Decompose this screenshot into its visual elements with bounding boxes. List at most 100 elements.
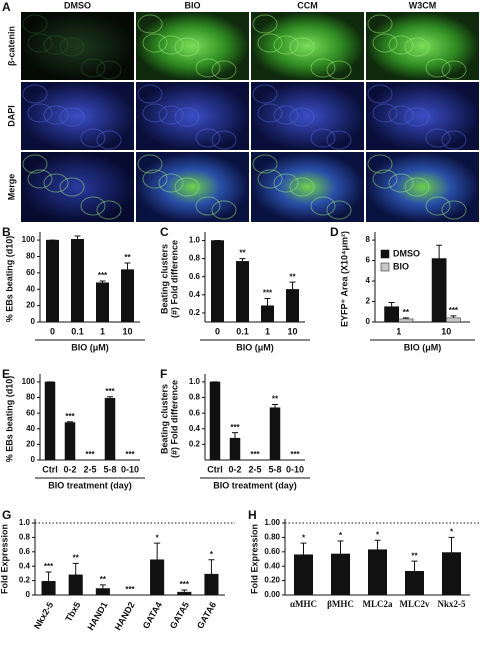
- x-tick-label: Ctrl: [42, 464, 58, 474]
- error-bar: [107, 396, 113, 399]
- error-bar: [448, 536, 455, 553]
- error-bar: [154, 542, 161, 560]
- cell-texture: [158, 105, 184, 125]
- y-tick-label: 100: [22, 377, 36, 386]
- significance: ***: [105, 387, 115, 396]
- y-tick-label: 0: [366, 317, 371, 326]
- y-tick-label: 60: [26, 268, 35, 277]
- panel-letter: G: [2, 508, 11, 522]
- x-tick-label: Ctrl: [207, 464, 223, 474]
- cell-texture: [252, 154, 278, 174]
- cell-texture: [22, 84, 48, 104]
- error-bar: [99, 280, 106, 283]
- x-tick-label: 2-5: [83, 464, 96, 474]
- x-tick-label: 10: [441, 326, 451, 336]
- panel-letter: D: [330, 225, 339, 239]
- cell-texture: [425, 196, 451, 216]
- x-tick-label: 0-2: [63, 464, 76, 474]
- x-axis-label: BIO treatment (day): [48, 480, 132, 490]
- bar: [294, 554, 313, 596]
- panel-letter: C: [160, 225, 169, 239]
- cell-texture: [27, 103, 53, 123]
- x-tick-label: Nkx2-5: [32, 600, 55, 631]
- y-tick-label: 60: [26, 408, 35, 417]
- error-bar: [450, 315, 457, 318]
- y-tick-label: 2: [366, 297, 371, 306]
- error-bar: [239, 258, 246, 262]
- error-bar: [99, 584, 106, 589]
- significance: *: [302, 533, 306, 542]
- panel-letter: H: [248, 508, 257, 522]
- error-bar: [232, 432, 238, 439]
- cell-texture: [257, 33, 283, 53]
- significance: ***: [65, 412, 75, 421]
- y-axis-label: Beating clusters: [159, 244, 169, 314]
- significance: ***: [180, 580, 190, 589]
- cell-texture: [43, 35, 69, 55]
- x-tick-label: 0: [215, 326, 220, 336]
- cell-texture: [289, 177, 315, 197]
- cell-texture: [367, 154, 393, 174]
- cell-texture: [425, 128, 451, 148]
- x-tick-label: 1: [100, 326, 105, 336]
- x-tick-label: 0.1: [71, 326, 84, 336]
- cell-texture: [310, 128, 336, 148]
- y-tick-label: 0.8: [19, 533, 31, 542]
- cell-texture: [326, 60, 352, 80]
- x-tick-label: MLC2v: [400, 599, 430, 609]
- cell-texture: [22, 154, 48, 174]
- y-axis-label: Fold Expression: [249, 524, 259, 594]
- y-tick-label: 80: [26, 393, 35, 402]
- cell-texture: [174, 177, 200, 197]
- y-tick-label: 0.6: [189, 272, 201, 281]
- cell-texture: [372, 169, 398, 189]
- y-tick-label: 0.2: [189, 308, 201, 317]
- bar: [44, 381, 56, 461]
- row-label: DAPI: [6, 105, 16, 127]
- significance: **: [124, 253, 131, 262]
- significance: **: [73, 553, 80, 562]
- cell-texture: [137, 154, 163, 174]
- micrograph: [136, 12, 249, 80]
- y-tick-label: 0.4: [19, 561, 31, 570]
- legend-swatch: [380, 262, 390, 272]
- micrograph: [21, 152, 134, 222]
- x-tick-label: HAND1: [85, 600, 109, 632]
- y-tick-label: 40: [26, 284, 35, 293]
- cell-texture: [441, 130, 467, 150]
- cell-texture: [404, 107, 430, 127]
- panel-letter: E: [2, 367, 10, 381]
- bar: [405, 570, 424, 596]
- cell-texture: [96, 130, 122, 150]
- cell-texture: [326, 200, 352, 220]
- cell-texture: [142, 169, 168, 189]
- y-tick-label: 0: [31, 317, 36, 326]
- y-tick-label: 0.4: [189, 424, 201, 433]
- significance: **: [100, 575, 107, 584]
- cell-texture: [211, 130, 237, 150]
- bar: [71, 239, 84, 323]
- cell-texture: [372, 33, 398, 53]
- bar: [150, 559, 165, 596]
- cell-texture: [96, 200, 122, 220]
- x-axis-label: BIO (μM): [236, 342, 274, 352]
- cell-texture: [367, 14, 393, 34]
- significance: *: [450, 528, 454, 537]
- significance: **: [403, 308, 410, 317]
- micrograph: [136, 82, 249, 150]
- x-axis-label: BIO (μM): [71, 342, 109, 352]
- error-bar: [402, 317, 409, 319]
- significance: **: [272, 395, 279, 404]
- x-tick-label: 1: [265, 326, 270, 336]
- row-label: Merge: [6, 174, 16, 201]
- bar: [229, 437, 241, 461]
- cell-texture: [310, 196, 336, 216]
- x-tick-label: αMHC: [290, 599, 317, 609]
- cell-texture: [137, 84, 163, 104]
- y-axis-label: % EBs beating (d10): [4, 236, 14, 323]
- bar: [95, 588, 110, 596]
- error-bar: [124, 262, 131, 270]
- x-tick-label: βMHC: [327, 599, 354, 609]
- y-tick-label: 0.8: [189, 254, 201, 263]
- bar: [121, 269, 134, 323]
